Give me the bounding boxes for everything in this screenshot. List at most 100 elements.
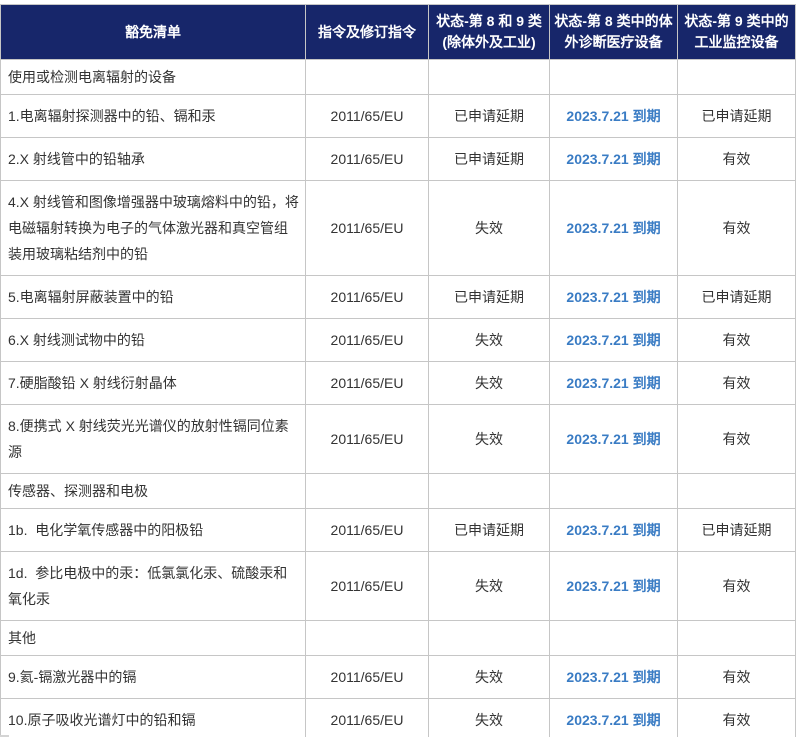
table-row: 1.电离辐射探测器中的铅、镉和汞 2011/65/EU 已申请延期 2023.7… — [0, 94, 796, 138]
col-header-exemption-list: 豁免清单 — [0, 4, 306, 60]
cell-directive: 2011/65/EU — [305, 275, 429, 319]
cell-exemption-name: 5.电离辐射屏蔽装置中的铅 — [0, 275, 306, 319]
cell-status-ivd: 2023.7.21 到期 — [549, 551, 678, 621]
cell-status-industrial: 有效 — [677, 655, 796, 699]
cell-directive: 2011/65/EU — [305, 180, 429, 276]
col-header-directive: 指令及修订指令 — [305, 4, 429, 60]
cell-status-ivd: 2023.7.21 到期 — [549, 404, 678, 474]
cell-status-cat8-9: 失效 — [428, 698, 550, 737]
cell-status-cat8-9 — [428, 59, 550, 95]
cell-status-industrial: 有效 — [677, 698, 796, 737]
cell-directive: 2011/65/EU — [305, 508, 429, 552]
cell-directive: 2011/65/EU — [305, 318, 429, 362]
cell-exemption-name: 7.硬脂酸铅 X 射线衍射晶体 — [0, 361, 306, 405]
table-row: 传感器、探测器和电极 — [0, 473, 796, 509]
cell-exemption-name: 1d. 参比电极中的汞：低氯氯化汞、硫酸汞和氧化汞 — [0, 551, 306, 621]
expiry-date-link[interactable]: 2023.7.21 到期 — [566, 151, 661, 167]
cell-directive: 2011/65/EU — [305, 137, 429, 181]
cell-exemption-name: 传感器、探测器和电极 — [0, 473, 306, 509]
cell-exemption-name: 其他 — [0, 620, 306, 656]
cell-directive — [305, 59, 429, 95]
cell-status-industrial: 有效 — [677, 361, 796, 405]
expiry-date-link[interactable]: 2023.7.21 到期 — [566, 108, 661, 124]
table-body: 使用或检测电离辐射的设备 1.电离辐射探测器中的铅、镉和汞 2011/65/EU… — [0, 59, 796, 737]
cell-exemption-name: 2.X 射线管中的铅轴承 — [0, 137, 306, 181]
cell-status-industrial: 已申请延期 — [677, 508, 796, 552]
cell-status-ivd — [549, 620, 678, 656]
cell-exemption-name: 使用或检测电离辐射的设备 — [0, 59, 306, 95]
cell-directive: 2011/65/EU — [305, 551, 429, 621]
table-row: 5.电离辐射屏蔽装置中的铅 2011/65/EU 已申请延期 2023.7.21… — [0, 275, 796, 319]
expiry-date-link[interactable]: 2023.7.21 到期 — [566, 522, 661, 538]
cell-status-ivd: 2023.7.21 到期 — [549, 508, 678, 552]
expiry-date-link[interactable]: 2023.7.21 到期 — [566, 431, 661, 447]
table-row: 6.X 射线测试物中的铅 2011/65/EU 失效 2023.7.21 到期 … — [0, 318, 796, 362]
exemption-list-page: 豁免清单 指令及修订指令 状态-第 8 和 9 类 (除体外及工业) 状态-第 … — [0, 4, 800, 737]
cell-status-ivd: 2023.7.21 到期 — [549, 94, 678, 138]
scrollbar-corner — [0, 735, 9, 737]
cell-status-industrial: 已申请延期 — [677, 275, 796, 319]
cell-status-industrial: 有效 — [677, 551, 796, 621]
cell-exemption-name: 9.氦-镉激光器中的镉 — [0, 655, 306, 699]
cell-status-ivd: 2023.7.21 到期 — [549, 137, 678, 181]
table-row: 1b. 电化学氧传感器中的阳极铅 2011/65/EU 已申请延期 2023.7… — [0, 508, 796, 552]
cell-status-cat8-9: 失效 — [428, 551, 550, 621]
cell-directive — [305, 620, 429, 656]
cell-status-industrial: 有效 — [677, 137, 796, 181]
cell-directive — [305, 473, 429, 509]
cell-exemption-name: 10.原子吸收光谱灯中的铅和镉 — [0, 698, 306, 737]
table-row: 8.便携式 X 射线荧光光谱仪的放射性镉同位素源 2011/65/EU 失效 2… — [0, 404, 796, 474]
expiry-date-link[interactable]: 2023.7.21 到期 — [566, 289, 661, 305]
cell-status-cat8-9 — [428, 473, 550, 509]
exemption-table: 豁免清单 指令及修订指令 状态-第 8 和 9 类 (除体外及工业) 状态-第 … — [0, 4, 796, 737]
expiry-date-link[interactable]: 2023.7.21 到期 — [566, 332, 661, 348]
cell-status-cat8-9: 已申请延期 — [428, 94, 550, 138]
expiry-date-link[interactable]: 2023.7.21 到期 — [566, 669, 661, 685]
cell-status-industrial — [677, 473, 796, 509]
cell-exemption-name: 8.便携式 X 射线荧光光谱仪的放射性镉同位素源 — [0, 404, 306, 474]
table-row: 7.硬脂酸铅 X 射线衍射晶体 2011/65/EU 失效 2023.7.21 … — [0, 361, 796, 405]
expiry-date-link[interactable]: 2023.7.21 到期 — [566, 220, 661, 236]
expiry-date-link[interactable]: 2023.7.21 到期 — [566, 712, 661, 728]
cell-status-cat8-9: 失效 — [428, 180, 550, 276]
cell-exemption-name: 1.电离辐射探测器中的铅、镉和汞 — [0, 94, 306, 138]
col-header-status-industrial: 状态-第 9 类中的工业监控设备 — [677, 4, 796, 60]
cell-exemption-name: 1b. 电化学氧传感器中的阳极铅 — [0, 508, 306, 552]
cell-status-ivd: 2023.7.21 到期 — [549, 180, 678, 276]
cell-status-ivd: 2023.7.21 到期 — [549, 275, 678, 319]
table-header-row: 豁免清单 指令及修订指令 状态-第 8 和 9 类 (除体外及工业) 状态-第 … — [0, 4, 796, 60]
expiry-date-link[interactable]: 2023.7.21 到期 — [566, 375, 661, 391]
cell-status-cat8-9: 失效 — [428, 361, 550, 405]
table-row: 2.X 射线管中的铅轴承 2011/65/EU 已申请延期 2023.7.21 … — [0, 137, 796, 181]
cell-directive: 2011/65/EU — [305, 404, 429, 474]
cell-status-industrial: 已申请延期 — [677, 94, 796, 138]
table-row: 9.氦-镉激光器中的镉 2011/65/EU 失效 2023.7.21 到期 有… — [0, 655, 796, 699]
cell-status-cat8-9: 失效 — [428, 655, 550, 699]
cell-status-industrial: 有效 — [677, 318, 796, 362]
table-row: 4.X 射线管和图像增强器中玻璃熔料中的铅，将电磁辐射转换为电子的气体激光器和真… — [0, 180, 796, 276]
cell-status-industrial — [677, 620, 796, 656]
cell-status-ivd — [549, 59, 678, 95]
table-row: 1d. 参比电极中的汞：低氯氯化汞、硫酸汞和氧化汞 2011/65/EU 失效 … — [0, 551, 796, 621]
cell-status-industrial: 有效 — [677, 404, 796, 474]
cell-status-cat8-9: 已申请延期 — [428, 275, 550, 319]
cell-status-ivd: 2023.7.21 到期 — [549, 361, 678, 405]
col-header-status-ivd: 状态-第 8 类中的体外诊断医疗设备 — [549, 4, 678, 60]
cell-directive: 2011/65/EU — [305, 655, 429, 699]
cell-directive: 2011/65/EU — [305, 698, 429, 737]
cell-exemption-name: 6.X 射线测试物中的铅 — [0, 318, 306, 362]
cell-status-cat8-9: 失效 — [428, 318, 550, 362]
table-row: 10.原子吸收光谱灯中的铅和镉 2011/65/EU 失效 2023.7.21 … — [0, 698, 796, 737]
cell-exemption-name: 4.X 射线管和图像增强器中玻璃熔料中的铅，将电磁辐射转换为电子的气体激光器和真… — [0, 180, 306, 276]
col-header-status-cat8-9: 状态-第 8 和 9 类 (除体外及工业) — [428, 4, 550, 60]
table-row: 使用或检测电离辐射的设备 — [0, 59, 796, 95]
cell-directive: 2011/65/EU — [305, 94, 429, 138]
cell-status-cat8-9: 失效 — [428, 404, 550, 474]
cell-status-ivd: 2023.7.21 到期 — [549, 655, 678, 699]
cell-status-industrial: 有效 — [677, 180, 796, 276]
cell-status-ivd — [549, 473, 678, 509]
cell-status-cat8-9 — [428, 620, 550, 656]
cell-status-ivd: 2023.7.21 到期 — [549, 318, 678, 362]
cell-status-industrial — [677, 59, 796, 95]
expiry-date-link[interactable]: 2023.7.21 到期 — [566, 578, 661, 594]
